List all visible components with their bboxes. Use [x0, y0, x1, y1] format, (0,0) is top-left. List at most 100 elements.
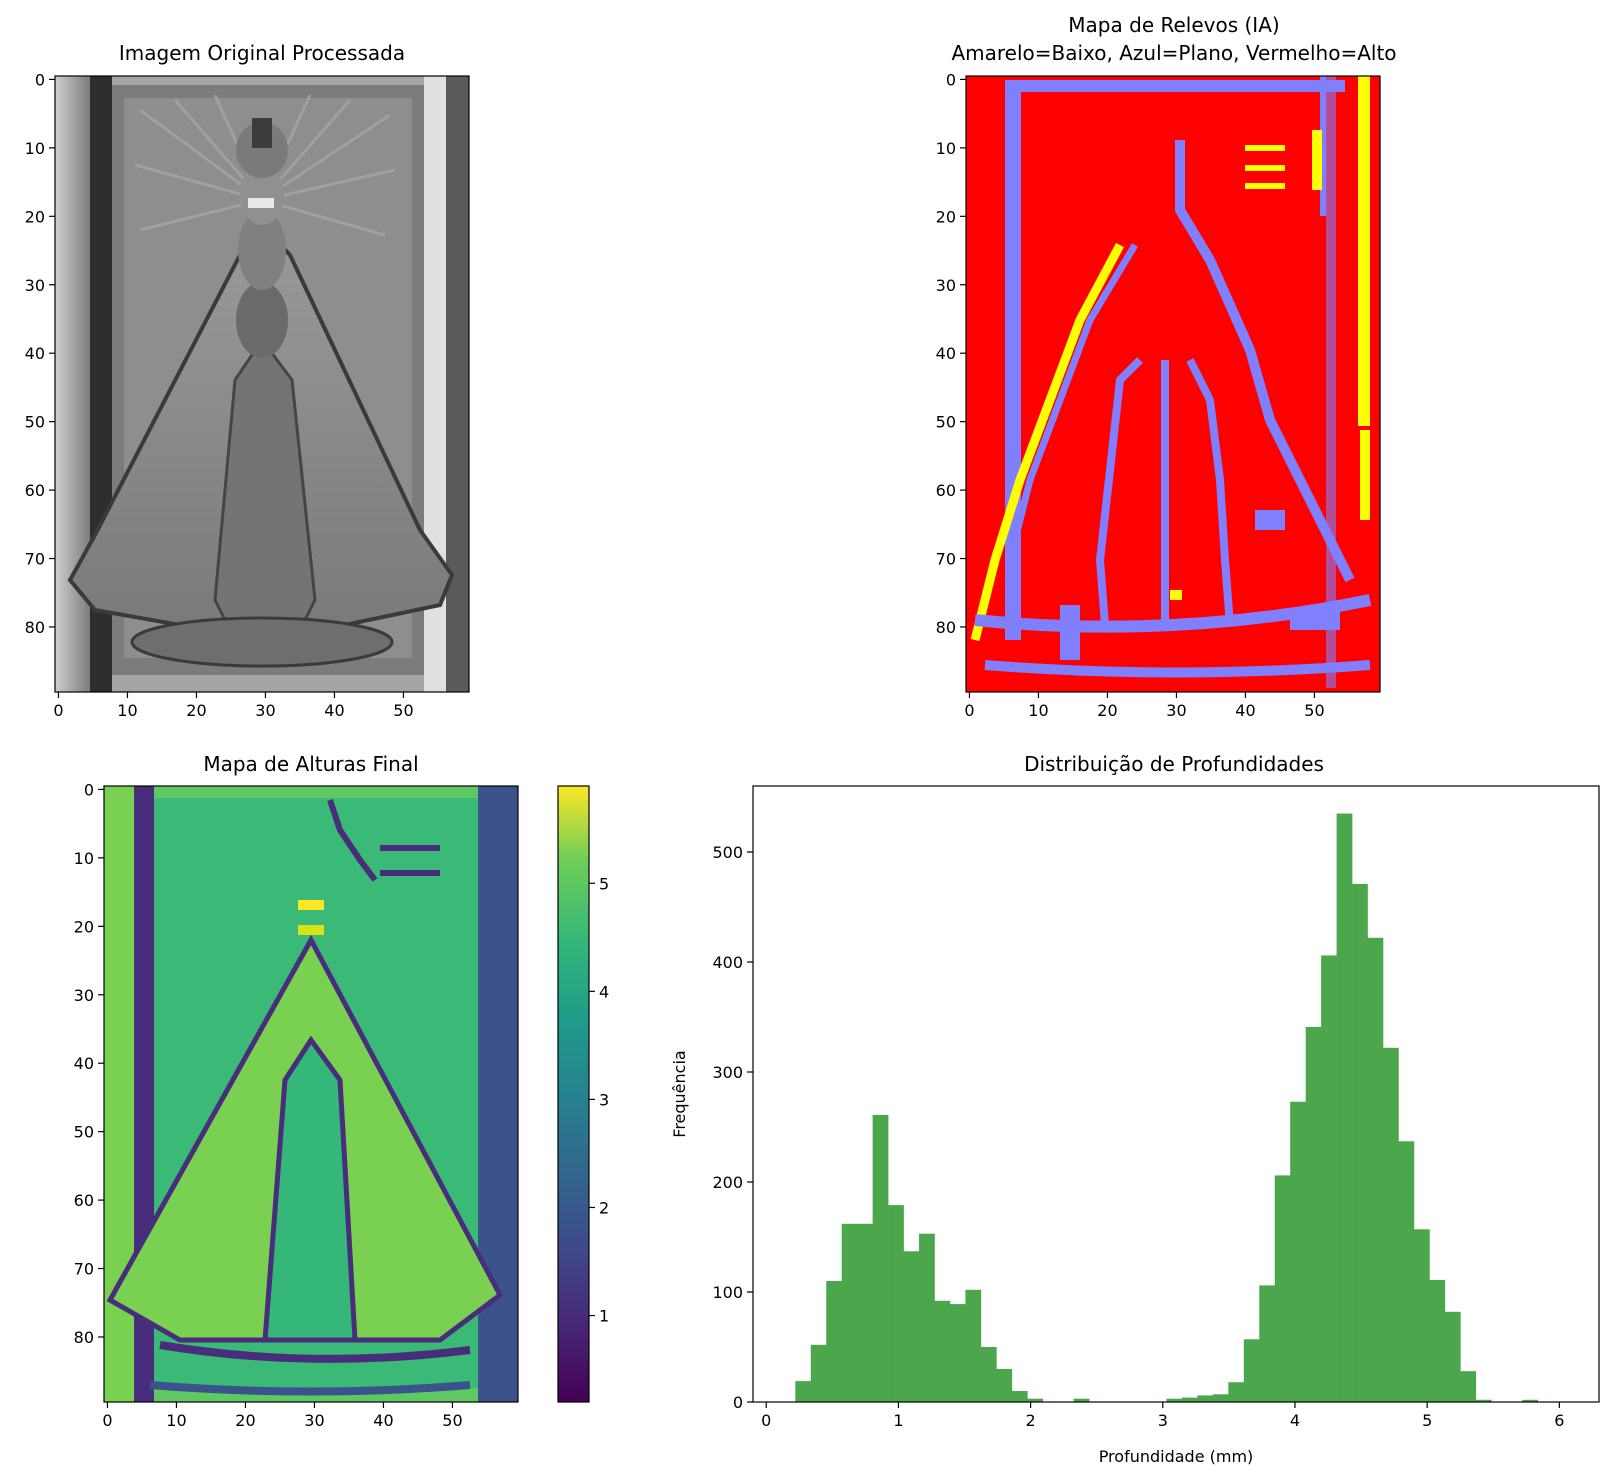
- panel-heights-frame: [103, 785, 519, 1403]
- panel-relief-frame: [965, 75, 1381, 693]
- y-tick-label: 60: [936, 481, 956, 500]
- y-tick-label: 80: [936, 618, 956, 637]
- histogram-bar: [1383, 1047, 1399, 1402]
- histogram-ylabel: Frequência: [670, 1050, 689, 1137]
- y-tick-label: 50: [74, 1123, 94, 1142]
- x-tick-label: 0: [102, 1411, 112, 1430]
- histogram-bar: [949, 1304, 966, 1402]
- x-tick-label: 20: [1097, 701, 1117, 720]
- panel-heights-title: Mapa de Alturas Final: [203, 752, 418, 776]
- colorbar-tick-label: 3: [599, 1090, 609, 1109]
- panel-original-frame: [54, 75, 470, 693]
- x-tick-label: 40: [324, 701, 344, 720]
- histogram-bar: [1011, 1391, 1028, 1402]
- colorbar-tick-label: 1: [599, 1307, 609, 1326]
- x-tick-label: 2: [1026, 1411, 1036, 1430]
- x-tick-label: 50: [1304, 701, 1324, 720]
- histogram-bar: [1429, 1279, 1446, 1402]
- histogram-bar: [826, 1281, 842, 1402]
- histogram-bar: [1181, 1397, 1198, 1402]
- x-tick-label: 30: [1166, 701, 1186, 720]
- y-tick-label: 100: [712, 1283, 743, 1302]
- panel-relief-title-line2: Amarelo=Baixo, Azul=Plano, Vermelho=Alto: [951, 41, 1396, 65]
- x-tick-label: 0: [964, 701, 974, 720]
- histogram-bar: [1259, 1285, 1276, 1402]
- y-tick-label: 60: [74, 1191, 94, 1210]
- histogram-bar: [1305, 1026, 1322, 1402]
- x-tick-label: 1: [893, 1411, 903, 1430]
- panel-relief-title-line1: Mapa de Relevos (IA): [1068, 13, 1279, 37]
- x-tick-label: 50: [442, 1411, 462, 1430]
- histogram-bar: [795, 1381, 812, 1402]
- x-tick-label: 3: [1158, 1411, 1168, 1430]
- histogram-bar: [1027, 1398, 1044, 1402]
- y-tick-label: 40: [25, 344, 45, 363]
- colorbar-tick-label: 4: [599, 982, 609, 1001]
- x-tick-label: 20: [186, 701, 206, 720]
- panel-heights-axes: 0 10 20 30 40 50 0 10 20 30 40 50 60 70 80: [74, 780, 463, 1430]
- y-tick-label: 400: [712, 953, 743, 972]
- panel-histogram: Distribuição de Profundidades 0 1 2 3 4 5 6 0 10…: [670, 752, 1600, 1466]
- y-tick-label: 10: [936, 139, 956, 158]
- colorbar-tick-label: 5: [599, 874, 609, 893]
- histogram-bar: [980, 1347, 997, 1402]
- histogram-bar: [1212, 1394, 1229, 1402]
- histogram-bar: [872, 1114, 889, 1402]
- panel-relief: Mapa de Relevos (IA) Amarelo=Baixo, Azul…: [936, 13, 1397, 720]
- x-tick-label: 30: [304, 1411, 324, 1430]
- panel-original-axes: 0 10 20 30 40 50 0 10 20 30 40 50 60 70 80: [25, 70, 414, 720]
- histogram-bar: [1413, 1229, 1430, 1402]
- y-tick-label: 70: [936, 550, 956, 569]
- x-tick-label: 5: [1422, 1411, 1432, 1430]
- histogram-bar: [841, 1223, 858, 1402]
- y-tick-label: 50: [25, 413, 45, 432]
- y-tick-label: 30: [74, 986, 94, 1005]
- relief-image: [966, 76, 1380, 692]
- y-tick-label: 20: [25, 207, 45, 226]
- histogram-bar: [1243, 1339, 1260, 1402]
- histogram-bar: [1321, 955, 1337, 1402]
- x-tick-label: 10: [117, 701, 137, 720]
- y-tick-label: 20: [74, 917, 94, 936]
- histogram-bar: [1274, 1175, 1291, 1402]
- histogram-bar: [919, 1233, 935, 1402]
- histogram-bar: [1367, 937, 1384, 1402]
- histogram-bar: [1197, 1395, 1214, 1402]
- y-tick-label: 80: [25, 618, 45, 637]
- x-tick-label: 6: [1554, 1411, 1564, 1430]
- colorbar-tick-label: 2: [599, 1198, 609, 1217]
- panel-original-title: Imagem Original Processada: [119, 41, 405, 65]
- histogram-bar: [1290, 1101, 1306, 1402]
- y-tick-label: 300: [712, 1063, 743, 1082]
- y-tick-label: 10: [74, 849, 94, 868]
- histogram-frame: [752, 785, 1600, 1403]
- x-tick-label: 4: [1290, 1411, 1300, 1430]
- x-tick-label: 40: [1235, 701, 1255, 720]
- y-tick-label: 20: [936, 207, 956, 226]
- histogram-bar: [888, 1205, 904, 1402]
- x-tick-label: 0: [761, 1411, 771, 1430]
- panel-original: Imagem Original Processada: [25, 41, 470, 720]
- histogram-bar: [1460, 1371, 1477, 1402]
- histogram-bar: [1352, 883, 1368, 1402]
- x-tick-label: 10: [1028, 701, 1048, 720]
- histogram-bar: [857, 1223, 873, 1402]
- histogram-bar: [903, 1251, 920, 1402]
- histogram-bar: [934, 1300, 951, 1402]
- y-tick-label: 40: [936, 344, 956, 363]
- y-tick-label: 70: [74, 1260, 94, 1279]
- y-tick-label: 0: [35, 70, 45, 89]
- original-image: [55, 76, 469, 692]
- x-tick-label: 0: [53, 701, 63, 720]
- y-tick-label: 0: [946, 70, 956, 89]
- heights-colorbar: 1 2 3 4 5: [557, 785, 609, 1403]
- x-tick-label: 40: [373, 1411, 393, 1430]
- histogram-bars: [795, 813, 1538, 1402]
- y-tick-label: 30: [25, 276, 45, 295]
- y-tick-label: 500: [712, 843, 743, 862]
- histogram-bar: [1522, 1399, 1538, 1402]
- x-tick-label: 50: [393, 701, 413, 720]
- histogram-xlabel: Profundidade (mm): [1099, 1447, 1254, 1466]
- histogram-bar: [965, 1289, 982, 1402]
